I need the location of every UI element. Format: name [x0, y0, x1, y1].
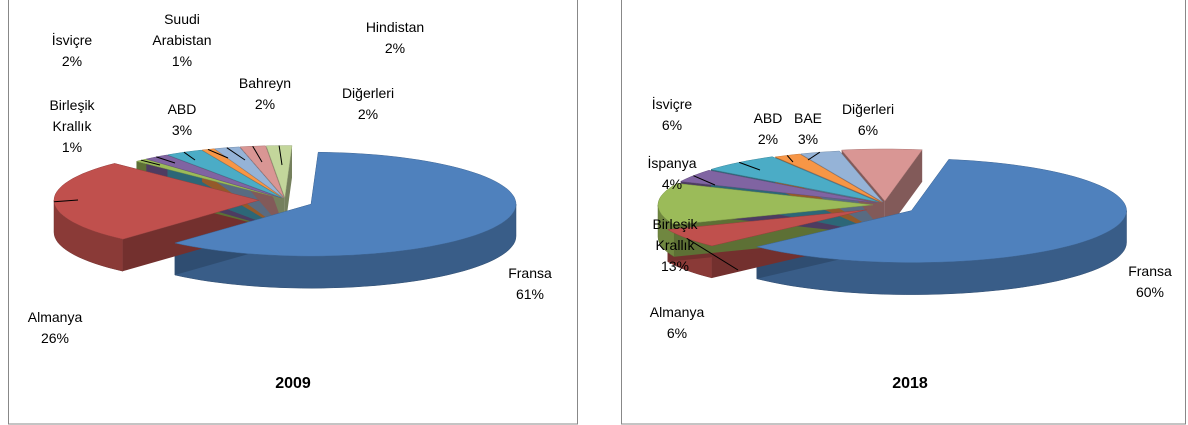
category-label: ABD	[754, 110, 783, 126]
label-line: Arabistan	[152, 32, 211, 48]
label-line: Birleşik	[49, 97, 95, 113]
category-label: Fransa	[1128, 263, 1172, 279]
label-line: Hindistan	[366, 19, 424, 35]
value-label: 6%	[858, 122, 878, 138]
leader-line	[140, 159, 161, 166]
slice	[756, 159, 1127, 263]
value-label: 60%	[1136, 284, 1164, 300]
value-label: 2%	[385, 40, 405, 56]
label-line: Birleşik	[652, 216, 698, 232]
category-label: Hindistan	[366, 19, 424, 35]
label-line: Almanya	[650, 304, 705, 320]
slice	[841, 148, 923, 202]
label-line: İspanya	[647, 154, 696, 171]
category-label: ABD	[168, 101, 197, 117]
category-label: İspanya	[647, 154, 696, 171]
category-label: Diğerleri	[342, 85, 394, 101]
leader-line	[207, 148, 229, 159]
category-label: Suudi Arabistan	[152, 11, 211, 48]
value-label: 3%	[798, 131, 818, 147]
value-label: 13%	[661, 258, 689, 274]
label-line: BAE	[794, 110, 822, 126]
slice-wall	[884, 149, 923, 234]
label-line: Almanya	[28, 309, 83, 325]
label-line: Fransa	[1128, 263, 1172, 279]
chart-title: 2018	[892, 375, 928, 392]
leader-line	[693, 175, 716, 186]
slice	[657, 183, 874, 225]
leader-line	[156, 156, 176, 164]
slice-wall	[284, 145, 292, 230]
value-label: 6%	[667, 325, 687, 341]
category-label: Almanya	[650, 304, 705, 320]
label-line: Diğerleri	[342, 85, 394, 101]
chart-title: 2009	[275, 375, 311, 392]
category-label: BAE	[794, 110, 822, 126]
category-label: Diğerleri	[842, 101, 894, 117]
label-line: Krallık	[53, 118, 93, 134]
value-label: 2%	[255, 96, 275, 112]
category-label: İsviçre	[52, 31, 93, 48]
category-label: Birleşik Krallık	[652, 216, 698, 253]
value-label: 3%	[172, 122, 192, 138]
category-label: İsviçre	[652, 95, 693, 112]
label-line: İsviçre	[52, 31, 93, 48]
slice	[174, 151, 517, 257]
value-label: 2%	[758, 131, 778, 147]
value-label: 1%	[62, 139, 82, 155]
value-label: 2%	[62, 53, 82, 69]
label-line: Krallık	[656, 237, 696, 253]
value-label: 1%	[172, 53, 192, 69]
label-line: Fransa	[508, 265, 552, 281]
label-line: Suudi	[164, 11, 200, 27]
category-label: Birleşik Krallık	[49, 97, 95, 134]
leader-line	[252, 145, 263, 163]
category-label: Fransa	[508, 265, 552, 281]
label-line: Bahreyn	[239, 75, 291, 91]
leader-line	[278, 145, 283, 166]
leader-line	[183, 151, 196, 161]
category-label: Bahreyn	[239, 75, 291, 91]
value-label: 6%	[662, 117, 682, 133]
label-line: ABD	[168, 101, 197, 117]
value-label: 26%	[41, 330, 69, 346]
value-label: 2%	[358, 106, 378, 122]
value-label: 61%	[516, 286, 544, 302]
label-line: İsviçre	[652, 95, 693, 112]
value-label: 4%	[662, 176, 682, 192]
leader-line	[54, 199, 79, 203]
leader-line	[739, 161, 761, 171]
leader-line	[226, 147, 246, 161]
label-line: Diğerleri	[842, 101, 894, 117]
leader-line	[686, 237, 739, 271]
category-label: Almanya	[28, 309, 83, 325]
leader-line	[807, 151, 821, 161]
leader-line	[786, 155, 794, 163]
label-line: ABD	[754, 110, 783, 126]
